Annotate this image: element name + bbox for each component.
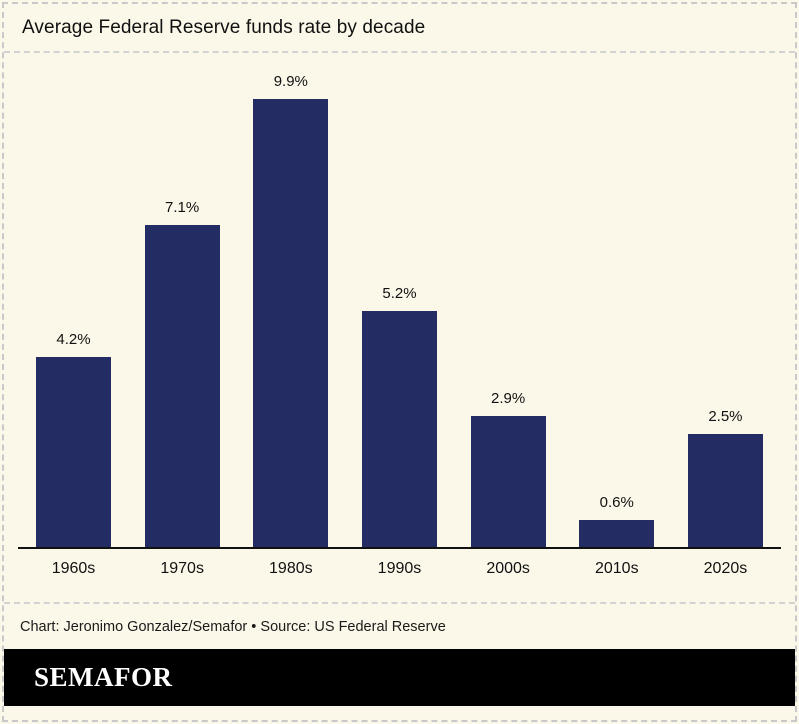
bar-group: 5.2%	[361, 285, 437, 547]
bar-group: 4.2%	[36, 331, 111, 547]
bar	[144, 225, 220, 547]
x-axis-labels: 1960s 1970s 1980s 1990s 2000s 2010s 2020s	[18, 560, 781, 578]
bar-value-label: 2.9%	[491, 390, 526, 407]
bar	[361, 311, 437, 547]
dashed-divider	[4, 602, 795, 604]
chart-title: Average Federal Reserve funds rate by de…	[4, 4, 795, 53]
brand-footer: SEMAFOR	[4, 649, 795, 706]
bar	[470, 416, 546, 547]
bar-chart: 4.2% 7.1% 9.9% 5.2% 2.9% 0.6% 2.5% 1960s 1970s 1…	[18, 59, 781, 578]
bar	[579, 520, 655, 547]
x-axis-tick-label: 1990s	[377, 560, 422, 577]
bar	[253, 99, 329, 547]
bar-value-label: 9.9%	[273, 73, 308, 90]
bar-value-label: 5.2%	[382, 285, 417, 302]
bar-value-label: 2.5%	[708, 408, 743, 425]
bar-group: 2.9%	[470, 390, 546, 547]
bar-group: 9.9%	[253, 73, 329, 547]
bar	[36, 357, 111, 547]
x-axis-tick-label: 2000s	[486, 560, 530, 577]
x-axis-tick-label: 1980s	[269, 560, 313, 577]
bar-value-label: 7.1%	[165, 199, 200, 216]
plot-area: 4.2% 7.1% 9.9% 5.2% 2.9% 0.6% 2.5%	[18, 59, 781, 549]
bar-value-label: 0.6%	[599, 494, 634, 511]
x-axis-tick-label: 1960s	[51, 560, 96, 577]
bar-group: 7.1%	[144, 199, 220, 547]
bar-group: 2.5%	[687, 408, 763, 547]
source-caption: Chart: Jeronimo Gonzalez/Semafor • Sourc…	[20, 619, 446, 635]
bar-group: 0.6%	[579, 494, 655, 547]
semafor-logo: SEMAFOR	[34, 662, 173, 692]
bar-value-label: 4.2%	[56, 331, 91, 348]
bar	[687, 434, 763, 547]
x-axis-tick-label: 1970s	[160, 560, 204, 577]
x-axis-tick-label: 2010s	[594, 560, 639, 577]
x-axis-tick-label: 2020s	[703, 560, 748, 577]
